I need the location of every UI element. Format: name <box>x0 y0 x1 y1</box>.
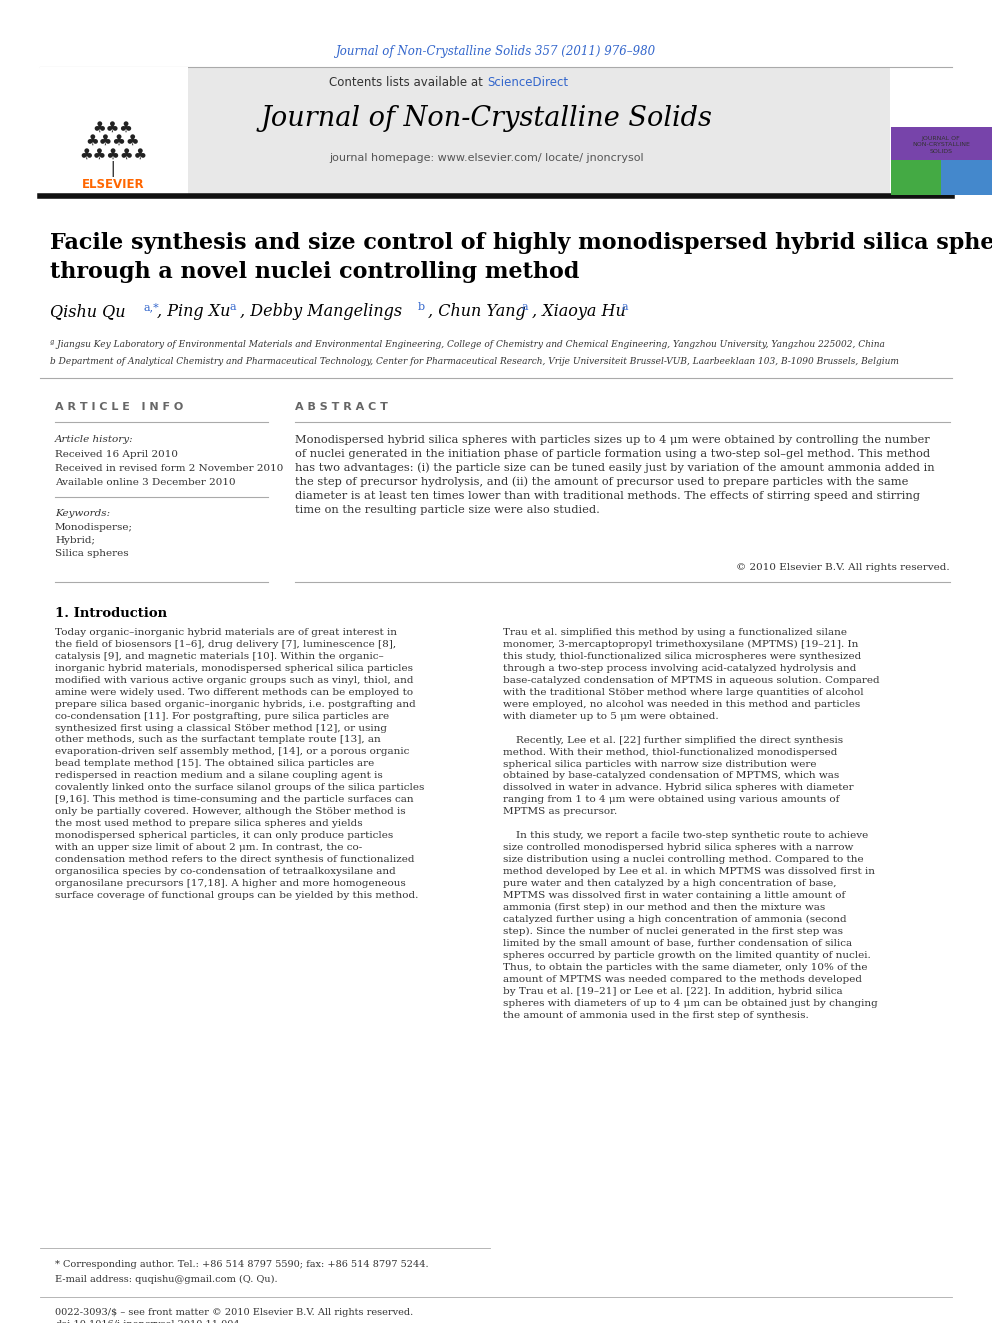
Text: Silica spheres: Silica spheres <box>55 549 129 558</box>
Text: , Debby Mangelings: , Debby Mangelings <box>240 303 402 320</box>
Text: Trau et al. simplified this method by using a functionalized silane
monomer, 3-m: Trau et al. simplified this method by us… <box>503 628 880 1020</box>
FancyBboxPatch shape <box>891 135 992 194</box>
Text: journal homepage: www.elsevier.com/ locate/ jnoncrysol: journal homepage: www.elsevier.com/ loca… <box>329 153 645 163</box>
Text: A B S T R A C T: A B S T R A C T <box>295 402 388 411</box>
FancyBboxPatch shape <box>891 127 992 194</box>
Text: 1. Introduction: 1. Introduction <box>55 607 167 620</box>
Text: JOURNAL OF
NON-CRYSTALLINE
SOLIDS: JOURNAL OF NON-CRYSTALLINE SOLIDS <box>912 136 970 153</box>
FancyBboxPatch shape <box>941 160 992 194</box>
Text: Monodispersed hybrid silica spheres with particles sizes up to 4 μm were obtaine: Monodispersed hybrid silica spheres with… <box>295 435 934 515</box>
Text: Journal of Non-Crystalline Solids: Journal of Non-Crystalline Solids <box>261 105 713 131</box>
Text: Received in revised form 2 November 2010: Received in revised form 2 November 2010 <box>55 464 284 474</box>
Text: Available online 3 December 2010: Available online 3 December 2010 <box>55 478 236 487</box>
Text: Received 16 April 2010: Received 16 April 2010 <box>55 450 178 459</box>
FancyBboxPatch shape <box>891 160 941 194</box>
Text: b Department of Analytical Chemistry and Pharmaceutical Technology, Center for P: b Department of Analytical Chemistry and… <box>50 357 899 366</box>
Text: Qishu Qu: Qishu Qu <box>50 303 126 320</box>
Text: Contents lists available at: Contents lists available at <box>329 77 487 90</box>
Text: Facile synthesis and size control of highly monodispersed hybrid silica spheres
: Facile synthesis and size control of hig… <box>50 232 992 283</box>
Text: Journal of Non-Crystalline Solids 357 (2011) 976–980: Journal of Non-Crystalline Solids 357 (2… <box>336 45 656 58</box>
Text: ª Jiangsu Key Laboratory of Environmental Materials and Environmental Engineerin: ª Jiangsu Key Laboratory of Environmenta… <box>50 340 885 349</box>
Text: A R T I C L E   I N F O: A R T I C L E I N F O <box>55 402 184 411</box>
Text: Today organic–inorganic hybrid materials are of great interest in
the field of b: Today organic–inorganic hybrid materials… <box>55 628 425 900</box>
Text: b: b <box>418 302 426 312</box>
Text: a: a <box>230 302 237 312</box>
Text: Keywords:: Keywords: <box>55 509 110 519</box>
Text: ELSEVIER: ELSEVIER <box>81 179 144 192</box>
Text: doi:10.1016/j.jnoncrysol.2010.11.004: doi:10.1016/j.jnoncrysol.2010.11.004 <box>55 1320 240 1323</box>
Text: Article history:: Article history: <box>55 435 134 445</box>
Text: a: a <box>622 302 629 312</box>
Text: a,*: a,* <box>143 302 159 312</box>
Text: , Ping Xu: , Ping Xu <box>157 303 230 320</box>
Text: , Chun Yang: , Chun Yang <box>428 303 526 320</box>
Text: a: a <box>522 302 529 312</box>
Text: E-mail address: quqishu@gmail.com (Q. Qu).: E-mail address: quqishu@gmail.com (Q. Qu… <box>55 1275 278 1285</box>
Text: ScienceDirect: ScienceDirect <box>487 77 568 90</box>
FancyBboxPatch shape <box>40 67 188 194</box>
Text: Hybrid;: Hybrid; <box>55 536 95 545</box>
Text: Monodisperse;: Monodisperse; <box>55 523 133 532</box>
Text: , Xiaoya Hu: , Xiaoya Hu <box>532 303 626 320</box>
Text: © 2010 Elsevier B.V. All rights reserved.: © 2010 Elsevier B.V. All rights reserved… <box>736 564 950 572</box>
FancyBboxPatch shape <box>40 67 890 194</box>
Text: ♣♣♣
♣♣♣♣
♣♣♣♣♣
  |: ♣♣♣ ♣♣♣♣ ♣♣♣♣♣ | <box>79 119 147 177</box>
Text: 0022-3093/$ – see front matter © 2010 Elsevier B.V. All rights reserved.: 0022-3093/$ – see front matter © 2010 El… <box>55 1308 414 1316</box>
Text: * Corresponding author. Tel.: +86 514 8797 5590; fax: +86 514 8797 5244.: * Corresponding author. Tel.: +86 514 87… <box>55 1259 429 1269</box>
